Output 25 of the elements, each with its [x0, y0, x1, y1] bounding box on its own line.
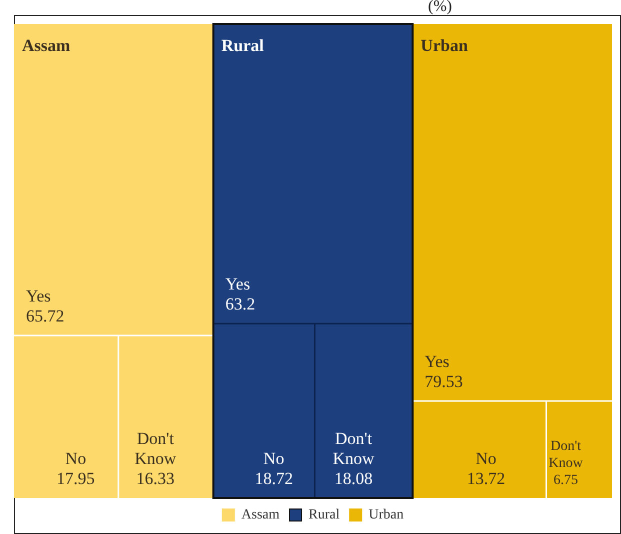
data-label: 63.2 — [225, 294, 256, 314]
text: No — [476, 449, 496, 468]
data-label: 65.72 — [26, 306, 64, 326]
text: Yes — [225, 274, 250, 294]
data-label: 13.72 — [466, 469, 506, 488]
category-label: Rural — [221, 36, 264, 55]
category-label: Urban — [368, 508, 404, 523]
text: No — [263, 449, 284, 468]
text: Don't Know — [134, 429, 176, 468]
text: Don't Know — [332, 429, 374, 468]
text: (%) — [428, 0, 452, 15]
series-label: No — [65, 449, 86, 468]
series-label: Don't Know — [548, 439, 584, 471]
category-label: Assam — [22, 36, 70, 55]
category-label: Urban — [420, 36, 468, 55]
data-label: 17.95 — [56, 469, 95, 488]
series-label: Yes — [26, 286, 51, 306]
category-label: Rural — [308, 508, 340, 523]
data-label: 79.53 — [424, 372, 463, 391]
data-label: 18.08 — [334, 469, 373, 488]
data-label: 6.75 — [554, 473, 578, 488]
category-label: Assam — [241, 508, 280, 523]
text: Yes — [424, 352, 450, 371]
data-label: 18.72 — [254, 469, 293, 488]
data-label: 16.33 — [136, 469, 175, 488]
